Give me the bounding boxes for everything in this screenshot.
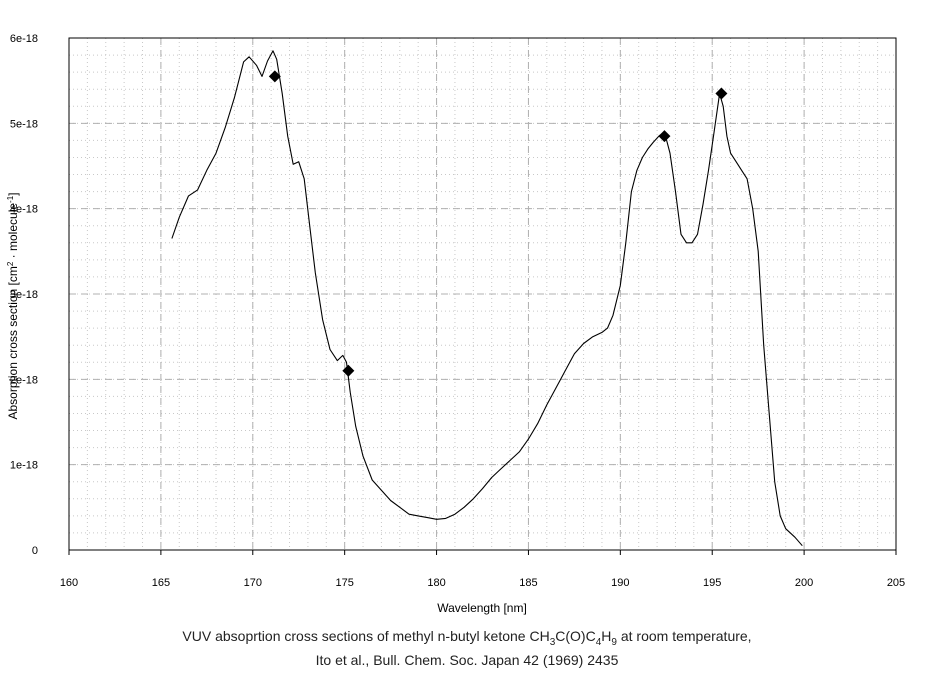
x-tick-label: 185 [519,577,537,589]
x-tick-label: 160 [60,577,78,589]
x-tick-label: 200 [795,577,813,589]
x-tick-label: 180 [427,577,445,589]
caption-subscript: 4 [595,636,602,648]
series-layer [171,50,803,547]
chart-caption-line1: VUV absoprtion cross sections of methyl … [0,628,934,648]
caption-text-part: C(O)C [555,628,596,644]
x-tick-label: 175 [335,577,353,589]
chart-caption-line2: Ito et al., Bull. Chem. Soc. Japan 42 (1… [315,652,619,668]
data-point-marker [342,364,355,377]
x-tick-label: 195 [703,577,721,589]
y-axis-label: Absorption cross section [cm2 · molecule… [6,192,21,419]
y-tick-label: 0 [32,545,38,557]
data-point-marker [658,130,671,143]
y-tick-label: 1e-18 [10,460,38,472]
absorption-curve [171,50,803,547]
caption-text-part: VUV absoprtion cross sections of methyl … [182,628,550,644]
caption-subscript: 9 [611,636,617,648]
y-axis-ticks: 0 1e-18 2e-18 3e-18 4e-18 5e-18 6e-18 [10,33,38,557]
x-axis-label: Wavelength [nm] [437,601,527,615]
x-axis-ticks: 160 165 170 175 180 185 190 195 200 205 [60,550,905,589]
major-grid [69,38,896,550]
data-point-marker [268,70,281,83]
y-tick-label: 4e-18 [10,204,38,216]
caption-text-part: at room temperature, [616,628,752,644]
x-tick-label: 165 [152,577,170,589]
y-tick-label: 5e-18 [10,118,38,130]
caption-subscript: 3 [549,636,556,648]
absorption-chart: 160 165 170 175 180 185 190 195 200 205 0 1e-18 2e-… [6,33,906,615]
plot-frame [68,37,897,551]
y-tick-label: 3e-18 [10,289,38,301]
data-point-marker [715,87,728,100]
y-tick-label: 6e-18 [10,33,38,45]
x-tick-label: 170 [244,577,262,589]
x-tick-label: 190 [611,577,629,589]
x-tick-label: 205 [887,577,905,589]
y-tick-label: 2e-18 [10,374,38,386]
caption-text-part: H [601,628,612,644]
